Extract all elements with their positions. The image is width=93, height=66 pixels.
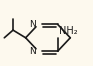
- Text: N: N: [30, 47, 36, 56]
- Text: NH₂: NH₂: [59, 26, 77, 36]
- Text: N: N: [30, 20, 36, 29]
